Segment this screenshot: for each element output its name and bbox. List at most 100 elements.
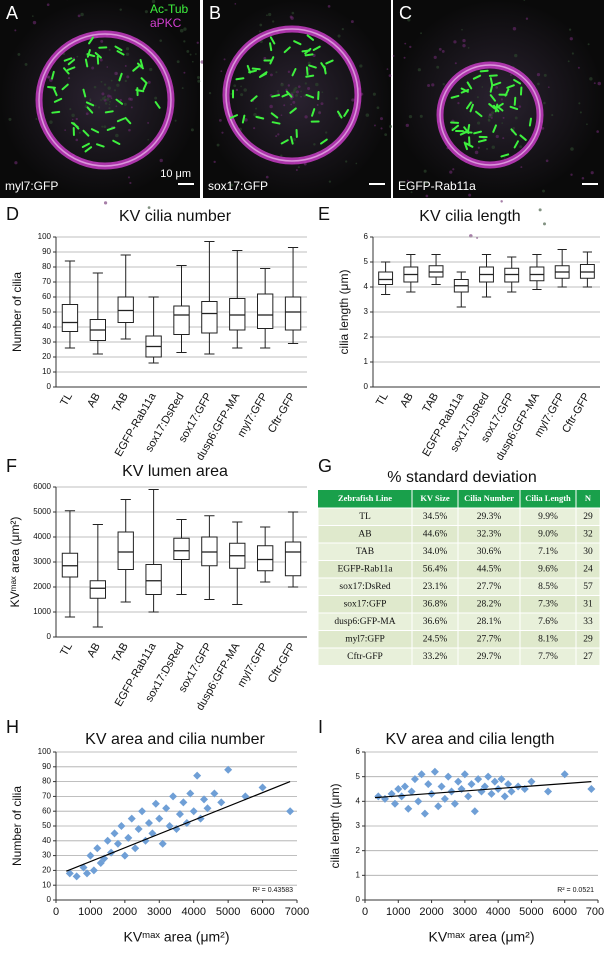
speckle	[578, 102, 581, 105]
point	[504, 780, 513, 789]
y-tick-label: 80	[42, 262, 51, 271]
cilium	[280, 139, 289, 145]
y-tick-label: 6	[364, 232, 369, 241]
x-tick-label: 3000	[147, 906, 171, 918]
cilium	[51, 70, 55, 80]
speckle	[97, 106, 101, 109]
point	[162, 804, 171, 813]
cilium	[291, 67, 297, 77]
speckle	[468, 193, 472, 197]
speckle	[442, 83, 445, 86]
speckle	[69, 108, 72, 111]
speckle	[280, 154, 283, 157]
speckle	[14, 29, 17, 32]
speckle	[568, 28, 572, 31]
speckle	[196, 76, 200, 79]
cilium	[306, 34, 315, 41]
speckle	[424, 181, 428, 185]
speckle	[128, 97, 132, 101]
cilium	[140, 77, 148, 85]
point	[155, 814, 164, 823]
speckle	[77, 14, 81, 18]
speckle	[275, 135, 278, 138]
table-cell: 23.1%	[423, 582, 448, 592]
speckle	[110, 97, 113, 99]
speckle	[124, 79, 127, 83]
speckle	[75, 117, 78, 121]
speckle	[125, 52, 130, 56]
cilium	[500, 153, 510, 158]
speckle	[240, 93, 244, 97]
speckle	[409, 45, 412, 49]
speckle	[462, 38, 466, 43]
speckle	[320, 102, 324, 106]
speckle	[292, 89, 297, 94]
speckle	[419, 114, 423, 118]
speckle	[374, 124, 376, 127]
speckle	[590, 171, 594, 175]
cilium	[104, 110, 114, 114]
point	[444, 772, 453, 781]
cilium	[235, 77, 245, 81]
cilium	[519, 134, 527, 141]
speckle	[502, 137, 505, 140]
speckle	[304, 82, 307, 85]
y-tick-label: 50	[42, 821, 51, 830]
speckle	[189, 53, 192, 56]
chart-title: KV cilia number	[119, 208, 232, 225]
speckle	[292, 138, 296, 141]
speckle	[307, 86, 311, 91]
box	[89, 580, 107, 599]
speckle	[270, 73, 273, 77]
cilium	[463, 141, 469, 151]
x-tick-label: AB	[85, 391, 103, 410]
table-cell: 31	[583, 599, 593, 609]
cilium	[488, 103, 496, 110]
speckle	[127, 176, 130, 179]
point	[440, 794, 449, 803]
box	[117, 296, 134, 323]
point	[86, 851, 95, 860]
table-cell: 29	[583, 634, 593, 644]
speckle	[268, 12, 272, 17]
speckle	[223, 58, 226, 61]
panel-letter: A	[6, 3, 18, 23]
speckle	[436, 65, 440, 69]
table-cell: EGFP-Rab11a	[337, 564, 393, 574]
table-cell: 9.6%	[538, 564, 558, 574]
speckle	[525, 17, 529, 20]
box	[173, 305, 190, 335]
speckle	[100, 99, 102, 101]
speckle	[32, 20, 37, 25]
r-squared: R² = 0.43583	[252, 887, 293, 894]
cilium	[271, 94, 281, 98]
speckle	[512, 126, 515, 130]
speckle	[147, 138, 150, 141]
box	[378, 271, 394, 285]
speckle	[596, 130, 599, 133]
speckle	[108, 103, 111, 106]
y-tick-label: 40	[42, 322, 51, 331]
x-tick-label: TL	[374, 391, 391, 408]
speckle	[290, 103, 293, 106]
x-tick-label: 7000	[586, 906, 604, 918]
x-tick-label: AB	[85, 641, 103, 660]
speckle	[417, 68, 421, 72]
table-cell: sox17:DsRed	[339, 582, 390, 592]
y-tick-label: 3	[356, 821, 361, 830]
point	[390, 799, 399, 808]
panel-letter: D	[6, 204, 19, 224]
chart-title: KV area and cilia length	[386, 731, 555, 748]
point	[134, 824, 143, 833]
speckle	[103, 83, 107, 86]
cilium	[112, 139, 121, 146]
cilium	[53, 97, 63, 103]
box	[284, 541, 302, 577]
speckle	[495, 86, 499, 89]
speckle	[438, 47, 442, 51]
x-tick-label: 0	[362, 906, 368, 918]
speckle	[474, 150, 479, 155]
speckle	[115, 133, 119, 138]
y-tick-label: 20	[42, 866, 51, 875]
point	[400, 782, 409, 791]
